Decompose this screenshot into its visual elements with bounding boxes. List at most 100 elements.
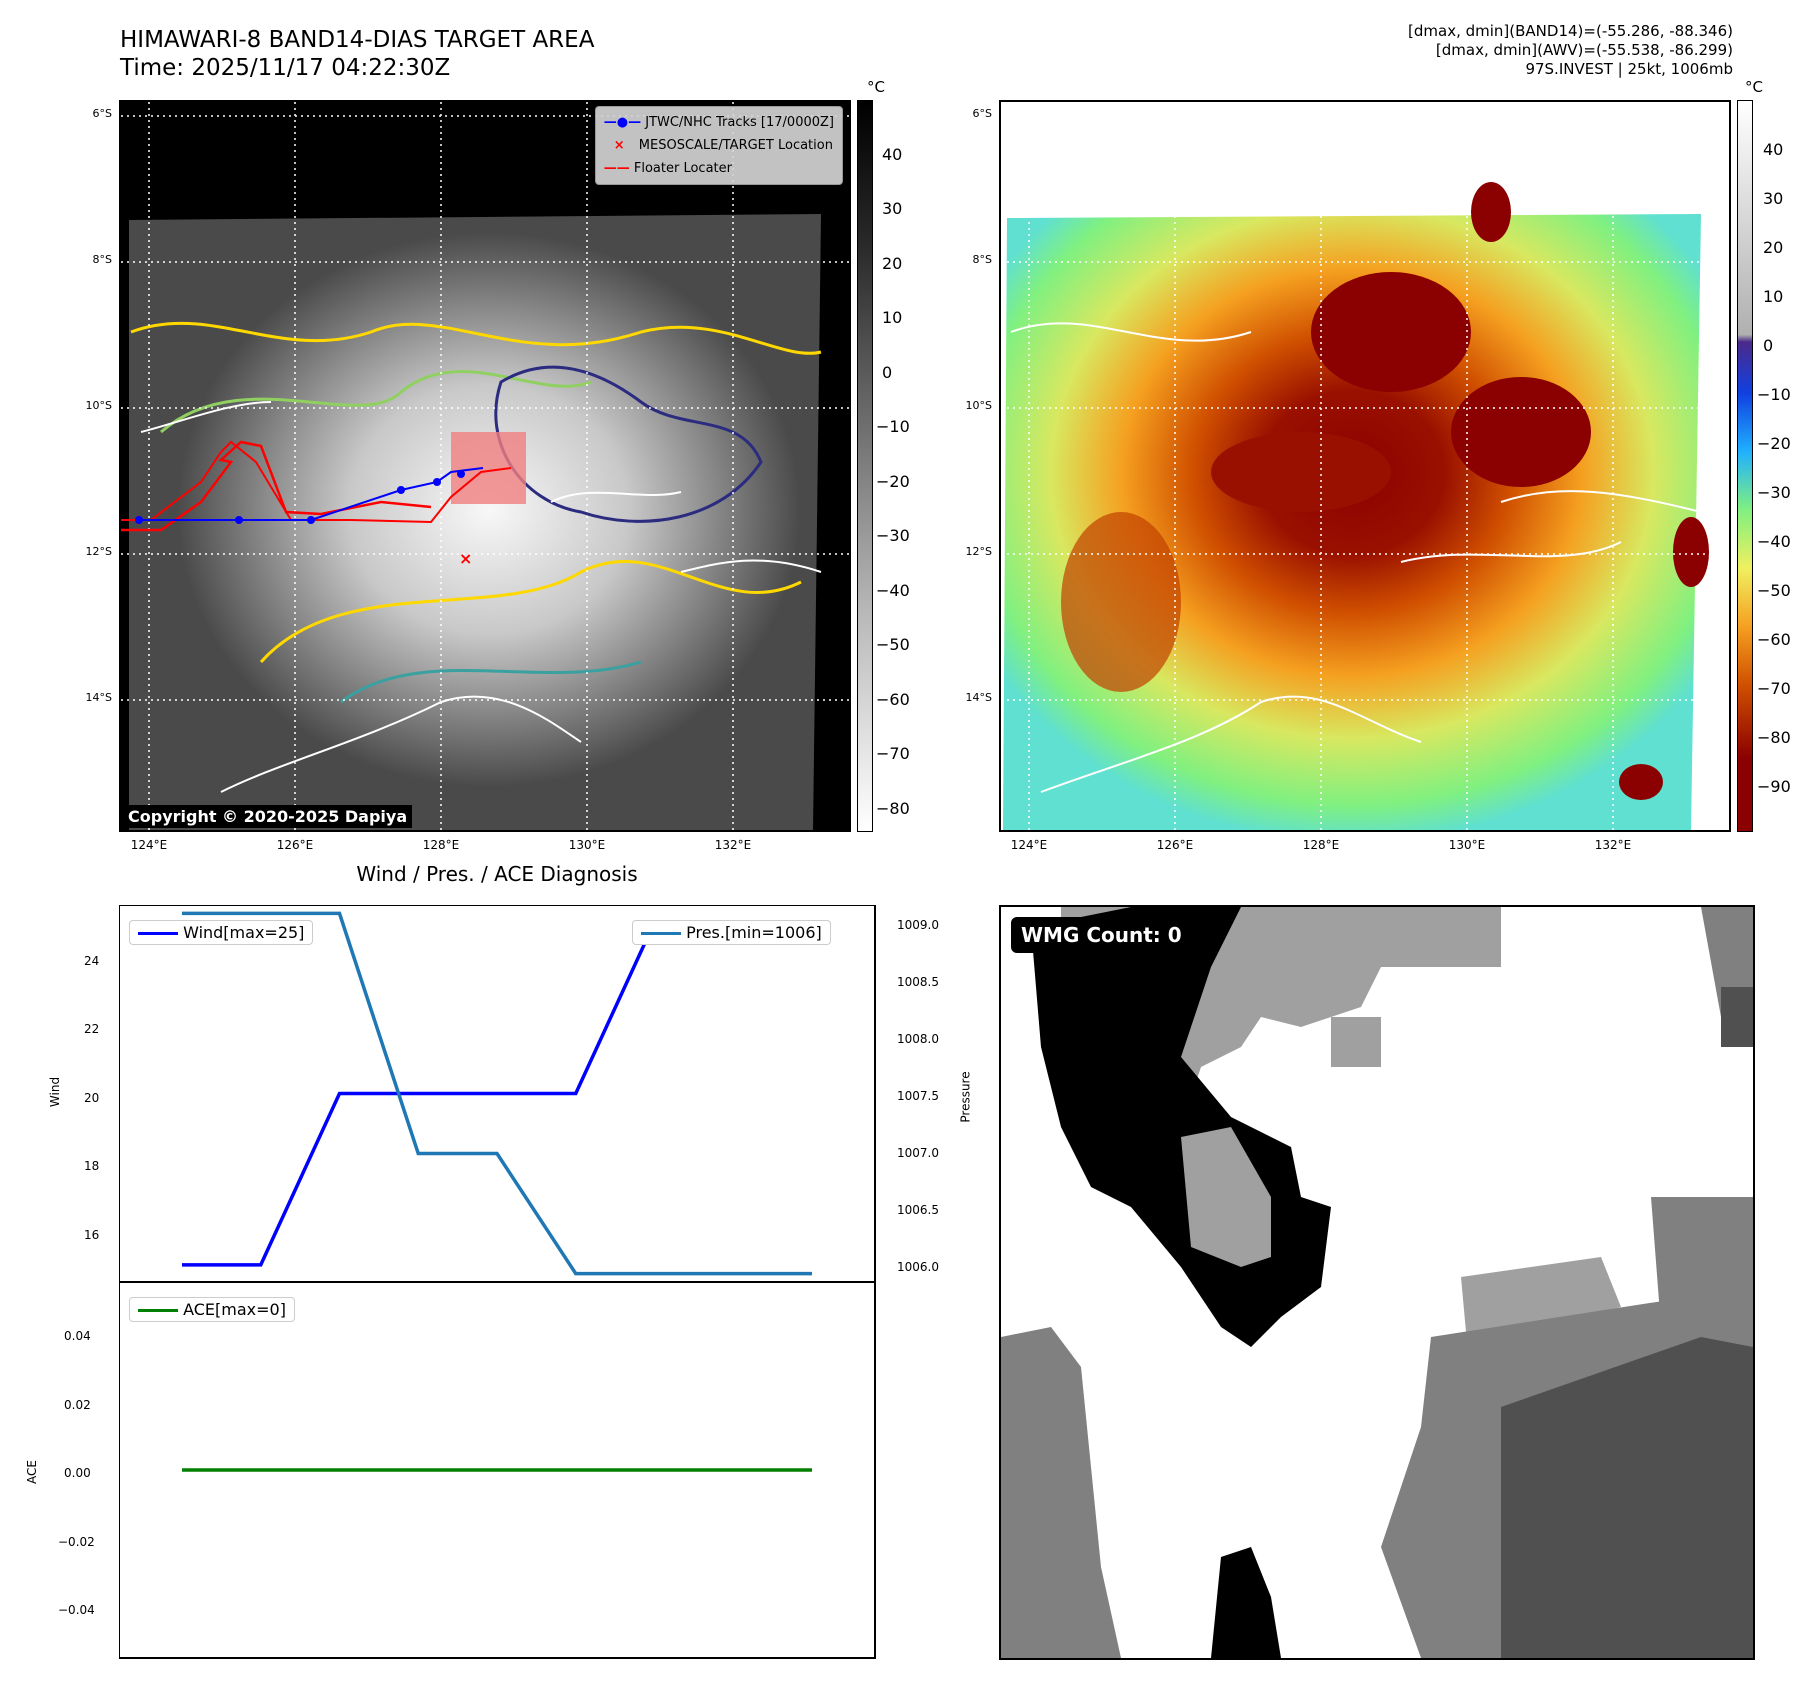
colorbar-tick: −60 bbox=[1757, 630, 1791, 649]
lon-label: 132°E bbox=[714, 838, 752, 852]
pressure-legend-swatch bbox=[641, 932, 681, 935]
colorbar-tick: −10 bbox=[876, 417, 910, 436]
colorbar-tick: 30 bbox=[1763, 189, 1784, 208]
lat-label: 8°S bbox=[92, 253, 112, 266]
diagnosis-chart bbox=[118, 904, 879, 1664]
wind-tick: 16 bbox=[84, 1228, 100, 1242]
pressure-series-line bbox=[182, 911, 812, 1276]
pressure-tick: 1008.5 bbox=[897, 975, 939, 989]
legend-target: × MESOSCALE/TARGET Location bbox=[604, 134, 834, 157]
gray-colorbar-unit: °C bbox=[867, 78, 885, 96]
pressure-axis-label: Pressure bbox=[958, 1071, 973, 1123]
ace-tick: −0.02 bbox=[58, 1535, 95, 1549]
lat-label: 14°S bbox=[85, 691, 112, 704]
wind-tick: 18 bbox=[84, 1159, 100, 1173]
wind-tick: 24 bbox=[84, 954, 100, 968]
colorbar-tick: −10 bbox=[1757, 385, 1791, 404]
colorbar-tick: −20 bbox=[876, 472, 910, 491]
copyright-label: Copyright © 2020-2025 Dapiya bbox=[123, 805, 413, 828]
gray-colorbar bbox=[857, 100, 873, 832]
wind-tick: 22 bbox=[84, 1022, 100, 1036]
title-line-1: HIMAWARI-8 BAND14-DIAS TARGET AREA bbox=[120, 27, 595, 53]
lat-label: 12°S bbox=[85, 545, 112, 558]
band14-map-panel: × —●— JTWC/NHC Tracks [17/0000Z] × MESOS… bbox=[119, 100, 851, 832]
colorbar-tick: 20 bbox=[1763, 238, 1784, 257]
ace-tick: −0.04 bbox=[58, 1603, 95, 1617]
lon-label: 130°E bbox=[568, 838, 606, 852]
colorbar-tick: 0 bbox=[1763, 336, 1774, 355]
color-map-image bbox=[1001, 102, 1729, 830]
colorbar-tick: −40 bbox=[1757, 532, 1791, 551]
info-line-3: 97S.INVEST | 25kt, 1006mb bbox=[1525, 60, 1733, 78]
wmg-image bbox=[1001, 907, 1753, 1658]
lon-label: 128°E bbox=[1302, 838, 1340, 852]
lon-label: 124°E bbox=[130, 838, 168, 852]
colorbar-tick: −50 bbox=[1757, 581, 1791, 600]
pressure-legend: Pres.[min=1006] bbox=[632, 920, 831, 945]
lon-label: 124°E bbox=[1010, 838, 1048, 852]
wind-tick: 20 bbox=[84, 1091, 100, 1105]
pressure-tick: 1006.5 bbox=[897, 1203, 939, 1217]
ace-legend: ACE[max=0] bbox=[129, 1297, 295, 1322]
colorbar-tick: −70 bbox=[876, 744, 910, 763]
colorbar-tick: −20 bbox=[1757, 434, 1791, 453]
colorbar-tick: −30 bbox=[1757, 483, 1791, 502]
wmg-panel: WMG Count: 0 bbox=[999, 905, 1755, 1660]
ace-legend-swatch bbox=[138, 1309, 178, 1312]
figure-title: HIMAWARI-8 BAND14-DIAS TARGET AREA Time:… bbox=[120, 26, 594, 82]
title-line-2: Time: 2025/11/17 04:22:30Z bbox=[120, 55, 451, 81]
diagnosis-chart-svg bbox=[118, 904, 876, 1659]
lon-label: 132°E bbox=[1594, 838, 1632, 852]
colorbar-tick: 0 bbox=[882, 363, 893, 382]
colorbar-tick: −60 bbox=[876, 690, 910, 709]
colorbar-tick: 20 bbox=[882, 254, 903, 273]
lat-label: 12°S bbox=[965, 545, 992, 558]
pressure-tick: 1007.0 bbox=[897, 1146, 939, 1160]
pressure-tick: 1007.5 bbox=[897, 1089, 939, 1103]
color-colorbar bbox=[1737, 100, 1753, 832]
colorbar-tick: 10 bbox=[882, 308, 903, 327]
ace-tick: 0.04 bbox=[64, 1329, 91, 1343]
lat-label: 6°S bbox=[972, 107, 992, 120]
colorbar-tick: −70 bbox=[1757, 679, 1791, 698]
ace-tick: 0.02 bbox=[64, 1398, 91, 1412]
lon-label: 126°E bbox=[276, 838, 314, 852]
legend-floater: —— Floater Locater bbox=[603, 161, 732, 176]
lat-label: 14°S bbox=[965, 691, 992, 704]
intensity-info: [dmax, dmin](BAND14)=(-55.286, -88.346) … bbox=[1408, 22, 1733, 79]
colorbar-tick: 40 bbox=[1763, 140, 1784, 159]
track-line-icon: —●— bbox=[603, 115, 642, 130]
color-colorbar-unit: °C bbox=[1745, 78, 1763, 96]
x-marker-icon: × bbox=[613, 138, 625, 153]
color-map-panel bbox=[999, 100, 1731, 832]
colorbar-tick: −90 bbox=[1757, 777, 1791, 796]
ace-tick: 0.00 bbox=[64, 1466, 91, 1480]
info-line-1: [dmax, dmin](BAND14)=(-55.286, -88.346) bbox=[1408, 22, 1733, 40]
wind-legend-swatch bbox=[138, 932, 178, 935]
colorbar-tick: −30 bbox=[876, 526, 910, 545]
wind-series-line bbox=[182, 920, 812, 1267]
info-line-2: [dmax, dmin](AWV)=(-55.538, -86.299) bbox=[1435, 41, 1733, 59]
legend-tracks: —●— JTWC/NHC Tracks [17/0000Z] bbox=[603, 115, 834, 130]
colorbar-tick: 10 bbox=[1763, 287, 1784, 306]
lon-label: 126°E bbox=[1156, 838, 1194, 852]
lat-label: 8°S bbox=[972, 253, 992, 266]
colorbar-tick: −80 bbox=[1757, 728, 1791, 747]
map-legend: —●— JTWC/NHC Tracks [17/0000Z] × MESOSCA… bbox=[594, 106, 843, 185]
target-area-box bbox=[451, 432, 526, 504]
target-location-marker: × bbox=[459, 549, 472, 568]
lon-label: 128°E bbox=[422, 838, 460, 852]
band14-map-image: × bbox=[121, 102, 849, 830]
pressure-tick: 1006.0 bbox=[897, 1260, 939, 1274]
lat-label: 6°S bbox=[92, 107, 112, 120]
ace-axis-label: ACE bbox=[24, 1460, 39, 1484]
wind-legend: Wind[max=25] bbox=[129, 920, 314, 945]
ace-axes bbox=[118, 1281, 876, 1659]
colorbar-tick: 30 bbox=[882, 199, 903, 218]
colorbar-tick: −50 bbox=[876, 635, 910, 654]
red-line-icon: —— bbox=[603, 161, 630, 176]
diagnosis-title: Wind / Pres. / ACE Diagnosis bbox=[356, 862, 638, 886]
lat-label: 10°S bbox=[85, 399, 112, 412]
wmg-count-label: WMG Count: 0 bbox=[1011, 917, 1192, 953]
wind-axis-label: Wind bbox=[48, 1076, 63, 1108]
